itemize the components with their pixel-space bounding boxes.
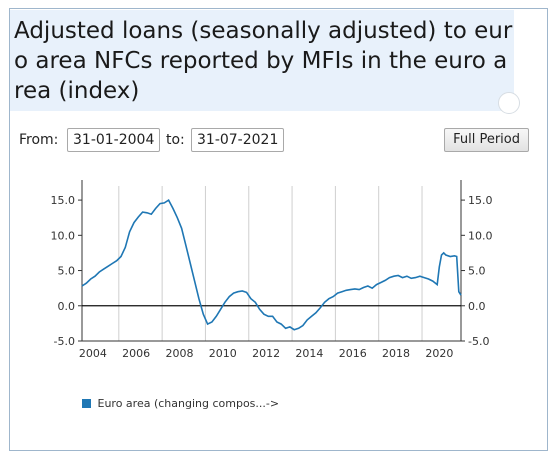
corner-circle xyxy=(498,92,520,114)
to-label: to: xyxy=(166,132,185,148)
legend-swatch xyxy=(82,399,91,408)
full-period-button[interactable]: Full Period xyxy=(444,128,529,152)
date-range-controls: From: 31-01-2004 to: 31-07-2021 Full Per… xyxy=(19,128,529,154)
legend[interactable]: Euro area (changing compos...-> xyxy=(82,397,279,410)
from-label: From: xyxy=(19,132,59,148)
to-date-input[interactable]: 31-07-2021 xyxy=(191,128,285,152)
title-box: Adjusted loans (seasonally adjusted) to … xyxy=(10,10,514,111)
chart-title: Adjusted loans (seasonally adjusted) to … xyxy=(14,18,513,104)
from-date-input[interactable]: 31-01-2004 xyxy=(67,128,161,152)
legend-label: Euro area (changing compos...-> xyxy=(97,397,280,410)
